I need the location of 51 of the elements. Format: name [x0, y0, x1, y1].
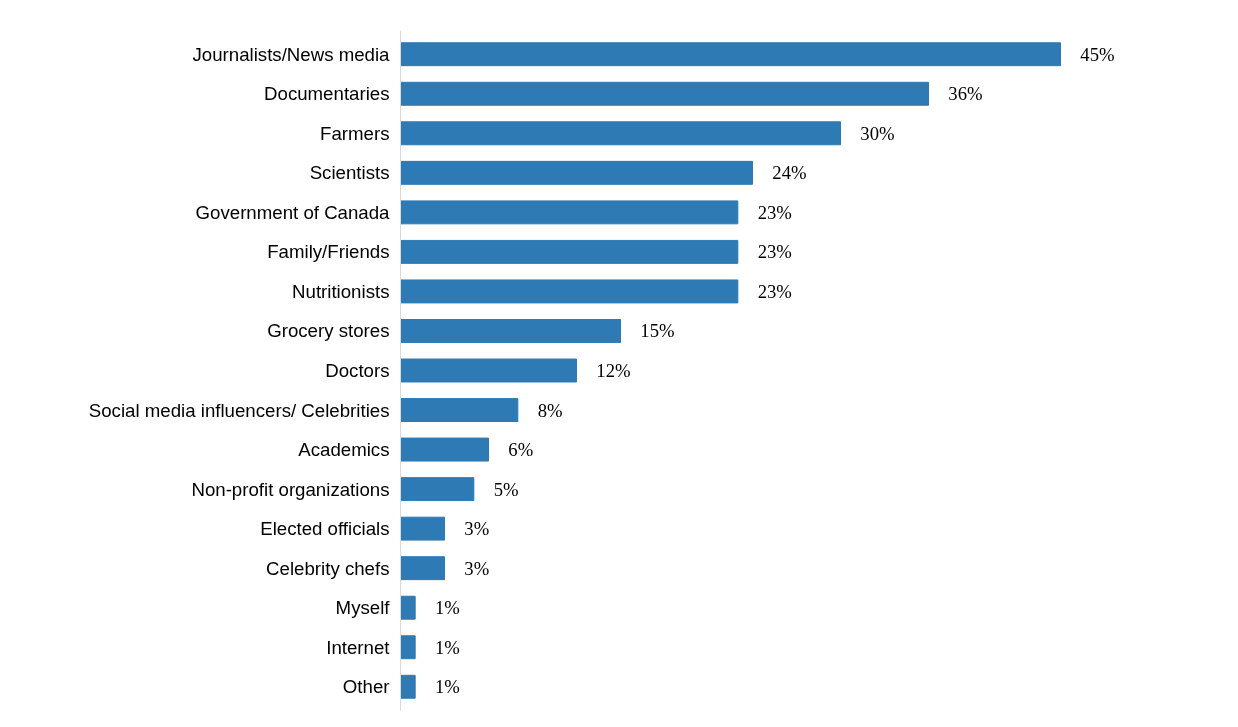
bar — [400, 595, 416, 620]
data-label: 23% — [757, 241, 792, 263]
y-tick-label: Doctors — [325, 360, 390, 381]
bar — [400, 200, 739, 225]
data-label: 15% — [640, 320, 675, 342]
bar — [400, 319, 621, 343]
bar — [400, 358, 577, 383]
y-tick-label: Nutritionists — [292, 280, 390, 302]
y-tick-label: Grocery stores — [267, 320, 390, 342]
data-label: 6% — [508, 439, 534, 461]
bar — [400, 239, 739, 264]
y-tick-label: Documentaries — [264, 83, 390, 105]
data-label: 24% — [772, 162, 807, 184]
bar — [400, 437, 489, 462]
y-tick-label: Other — [342, 676, 390, 698]
bar — [400, 674, 416, 699]
bar — [400, 516, 445, 541]
y-tick-label: Scientists — [309, 162, 390, 184]
y-tick-label: Non-profit organizations — [191, 478, 390, 500]
bar — [400, 81, 929, 106]
bar — [400, 635, 416, 660]
data-label: 45% — [1080, 43, 1115, 65]
y-tick-label: Academics — [298, 439, 390, 461]
y-tick-label: Elected officials — [260, 518, 390, 540]
bar — [400, 279, 739, 304]
y-tick-label: Family/Friends — [267, 241, 390, 263]
y-tick-label: Farmers — [320, 122, 390, 144]
data-label: 30% — [860, 122, 895, 144]
y-tick-label: Myself — [335, 597, 391, 619]
data-label: 8% — [537, 399, 563, 421]
y-tick-label: Government of Canada — [195, 201, 391, 223]
bar — [400, 556, 445, 581]
bar — [400, 160, 753, 185]
y-tick-label: Celebrity chefs — [266, 557, 390, 579]
data-label: 1% — [434, 636, 460, 658]
data-label: 12% — [596, 360, 631, 381]
bar — [400, 42, 1061, 67]
data-label: 36% — [948, 83, 983, 105]
y-tick-label: Journalists/News media — [192, 43, 391, 65]
y-tick-label: Internet — [326, 636, 391, 658]
data-label: 3% — [464, 518, 490, 540]
data-label: 5% — [493, 478, 519, 500]
bar — [400, 398, 519, 422]
data-label: 3% — [464, 557, 490, 579]
data-label: 1% — [434, 597, 460, 619]
y-tick-label: Social media influencers/ Celebrities — [88, 399, 390, 421]
data-label: 23% — [757, 280, 792, 302]
data-label: 23% — [757, 201, 792, 223]
bar — [400, 477, 475, 502]
data-label: 1% — [434, 676, 460, 698]
bar — [400, 121, 841, 146]
